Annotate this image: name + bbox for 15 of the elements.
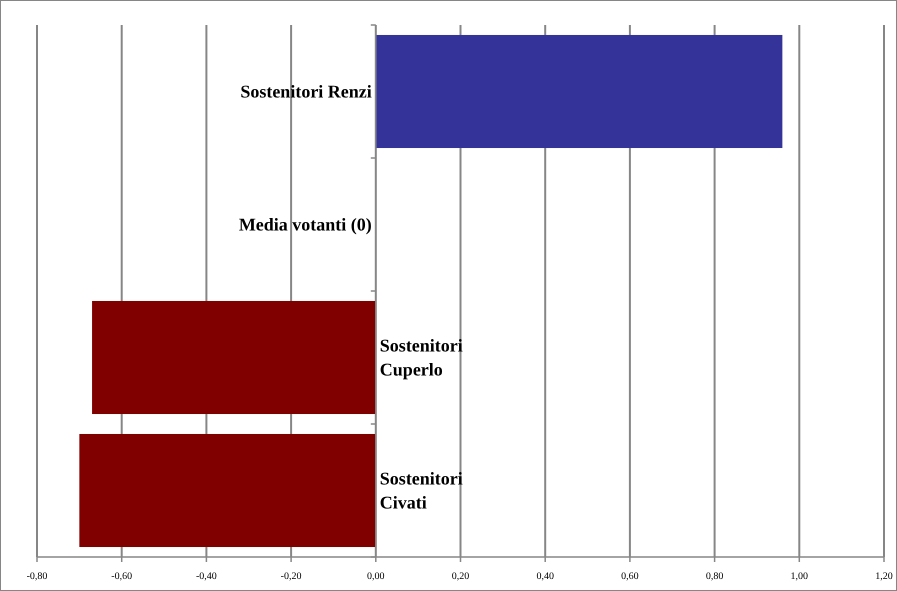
x-tick-label: 0,00 [367,571,385,582]
y-tick-label: Media votanti (0) [238,214,372,234]
x-tick-label: 0,20 [452,571,470,582]
x-tick-label: -0,60 [111,571,132,582]
x-tick-label: 0,40 [536,571,554,582]
y-tick-label: Sostenitori Civati [380,468,463,512]
y-tick-label: Sostenitori Cuperlo [380,336,463,380]
x-tick-label: 1,20 [875,571,893,582]
x-tick-label: -0,40 [196,571,217,582]
x-tick-label: 0,80 [706,571,724,582]
x-tick-label: -0,20 [280,571,302,582]
x-tick-label: 0,60 [621,571,639,582]
x-tick-label: 1,00 [790,571,808,582]
x-tick-label: -0,80 [26,571,48,582]
y-tick-label: Sostenitori Renzi [240,82,372,102]
